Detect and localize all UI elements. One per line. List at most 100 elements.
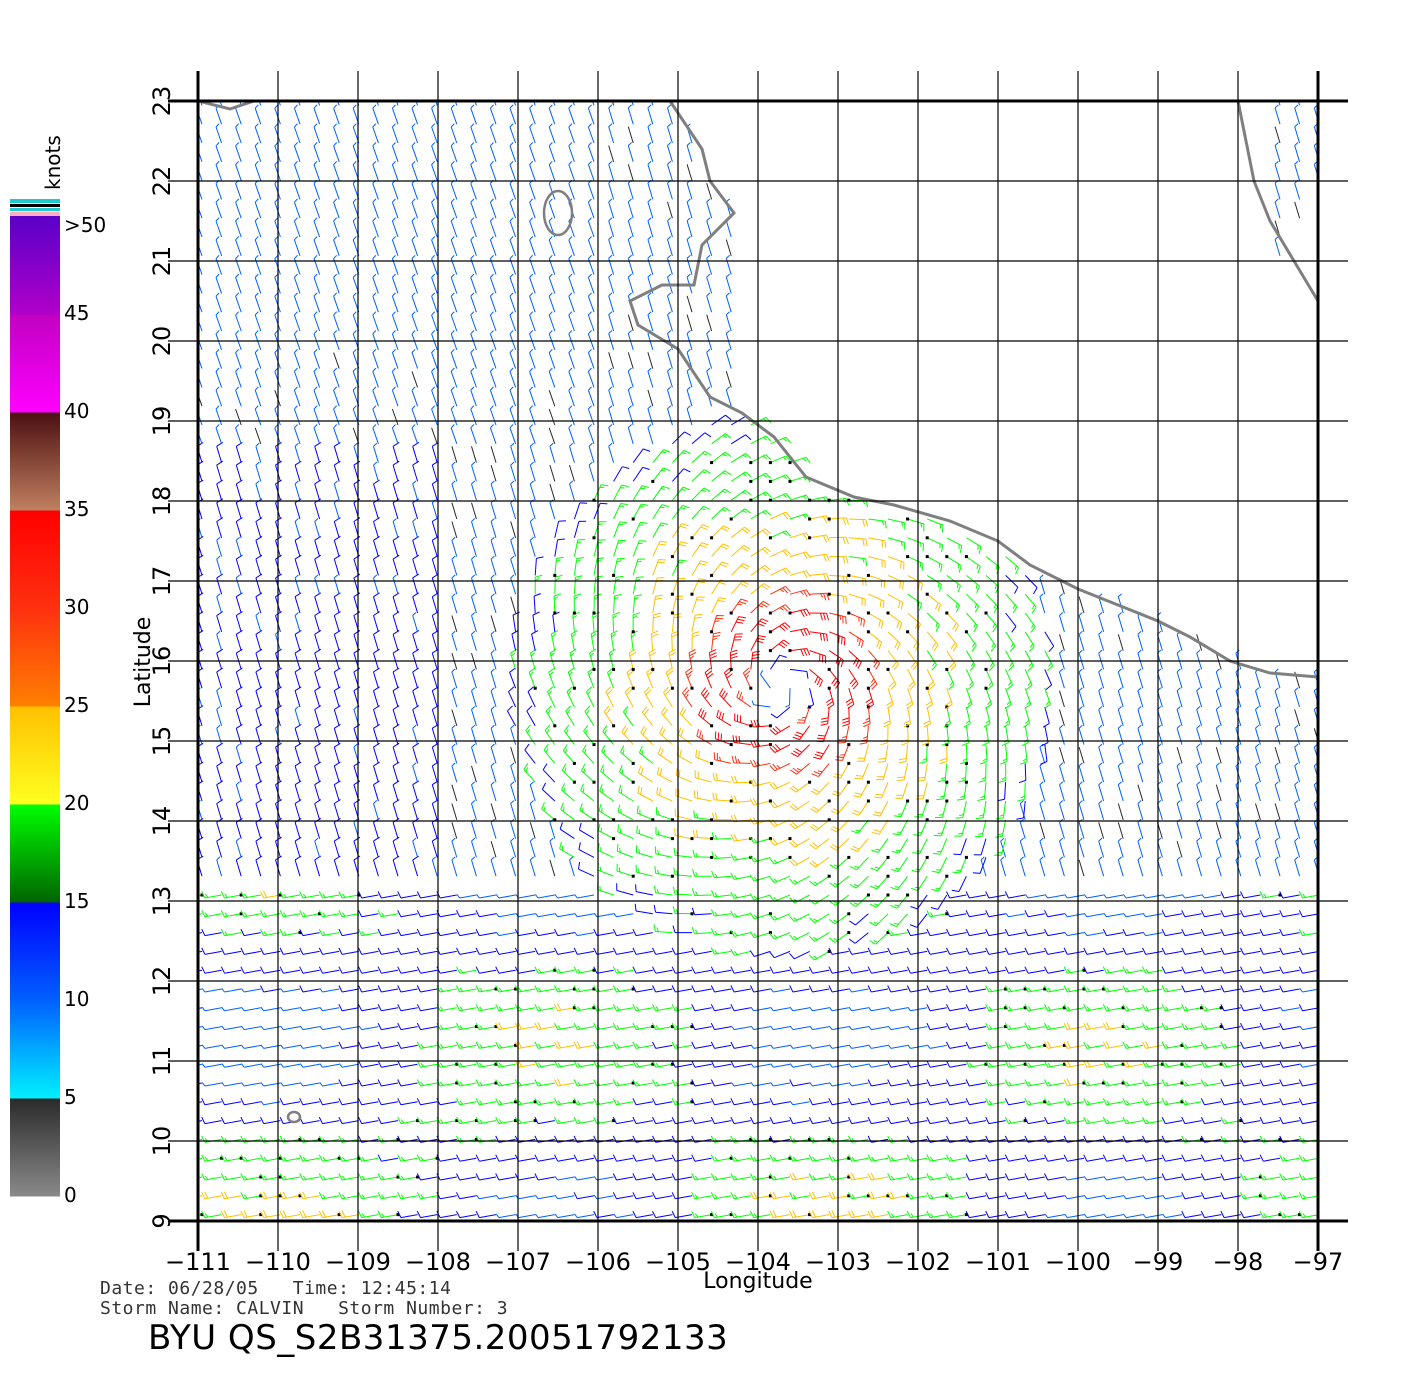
wind-barb [1044, 1060, 1066, 1068]
wind-barb [696, 728, 712, 746]
wind-barb [939, 743, 949, 765]
wind-barb [692, 849, 714, 859]
wind-barb [515, 894, 536, 899]
wind-barb [946, 1098, 967, 1106]
wind-barb [416, 928, 438, 937]
wind-barb [789, 800, 810, 811]
wind-barb [730, 1116, 751, 1125]
wind-barb [627, 254, 634, 275]
wind-barb [495, 1098, 518, 1106]
wind-barb [1161, 947, 1183, 955]
wind-barb [710, 928, 733, 936]
wind-barb [789, 1100, 810, 1106]
wind-barb [392, 648, 400, 670]
wind-barb [333, 104, 340, 125]
wind-barb [412, 667, 420, 689]
wind-barb [887, 1044, 908, 1049]
wind-barb [299, 891, 320, 899]
wind-barb [829, 1082, 849, 1087]
wind-barb [887, 1060, 908, 1068]
wind-barb [671, 1154, 693, 1162]
wind-barb [769, 1098, 791, 1106]
wind-barb [450, 367, 458, 388]
wind-barb [593, 1004, 614, 1012]
wind-barb [527, 686, 536, 708]
wind-barb [593, 912, 614, 918]
wind-barb [216, 630, 223, 651]
wind-barb [632, 1154, 653, 1162]
wind-barb [985, 575, 1000, 594]
wind-barb [608, 352, 615, 369]
wind-barb [911, 855, 929, 873]
wind-barb [254, 348, 262, 369]
wind-barb [608, 273, 615, 294]
colorbar-band [10, 1098, 60, 1197]
wind-barb [887, 650, 899, 671]
wind-barb [750, 564, 771, 576]
wind-barb [1161, 1173, 1183, 1181]
wind-barb [456, 985, 477, 993]
wind-barb [930, 894, 948, 910]
wind-barb [1044, 985, 1065, 993]
wind-barb [471, 837, 477, 858]
wind-barb [672, 486, 691, 501]
wind-barb [377, 947, 399, 955]
wind-barb [627, 330, 634, 350]
wind-barb [255, 442, 262, 463]
wind-barb [372, 424, 379, 444]
wind-barb [965, 669, 975, 690]
wind-barb [593, 985, 614, 993]
wind-barb [431, 386, 438, 407]
latitude-tick-label: 10 [148, 1126, 176, 1157]
wind-barb [523, 763, 536, 783]
wind-barb [569, 856, 575, 877]
wind-barb [560, 802, 575, 821]
wind-barb [548, 198, 556, 219]
wind-barb [730, 966, 751, 974]
wind-barb [411, 179, 419, 200]
wind-barb [809, 553, 830, 562]
wind-barb [554, 985, 576, 993]
wind-barb [985, 1004, 1008, 1012]
wind-barb [377, 1079, 399, 1087]
wind-barb [216, 593, 223, 614]
wind-barb [372, 386, 379, 407]
wind-barb [255, 629, 263, 651]
wind-barb [711, 414, 732, 426]
wind-barb [945, 667, 955, 690]
longitude-tick-labels: −111 −110 −109 −108 −107 −106 −105 −104 −103 −102… [165, 1248, 1343, 1276]
wind-barb [887, 928, 908, 937]
wind-barb [1044, 894, 1065, 899]
wind-barb [1181, 1116, 1202, 1125]
wind-barb [632, 558, 646, 576]
wind-barb [622, 705, 634, 727]
wind-barb [372, 367, 379, 388]
wind-barb [937, 763, 948, 783]
wind-barb [932, 838, 948, 855]
wind-barb [955, 800, 967, 819]
wind-barb [1181, 910, 1202, 918]
wind-barb [809, 913, 830, 924]
wind-barb [1004, 947, 1026, 955]
wind-barb [313, 330, 321, 350]
wind-barb [1200, 1192, 1222, 1200]
wind-barb [294, 574, 301, 595]
wind-barb [691, 1154, 712, 1162]
wind-barb [599, 784, 614, 802]
coastline-layer [198, 101, 1318, 1124]
wind-barb [985, 966, 1006, 974]
wind-barb [1255, 724, 1261, 745]
wind-barb [1044, 1116, 1065, 1125]
wind-barb [631, 101, 634, 106]
wind-barb [1117, 803, 1124, 820]
wind-barb [593, 1210, 614, 1219]
wind-barb [1103, 912, 1124, 918]
wind-barb [1024, 669, 1033, 690]
wind-barb [358, 928, 379, 937]
wind-barb [1004, 928, 1026, 937]
wind-barb [255, 554, 263, 576]
wind-barb [711, 832, 732, 840]
wind-barb [353, 780, 361, 802]
wind-barb [679, 707, 693, 727]
wind-barb [691, 469, 711, 482]
